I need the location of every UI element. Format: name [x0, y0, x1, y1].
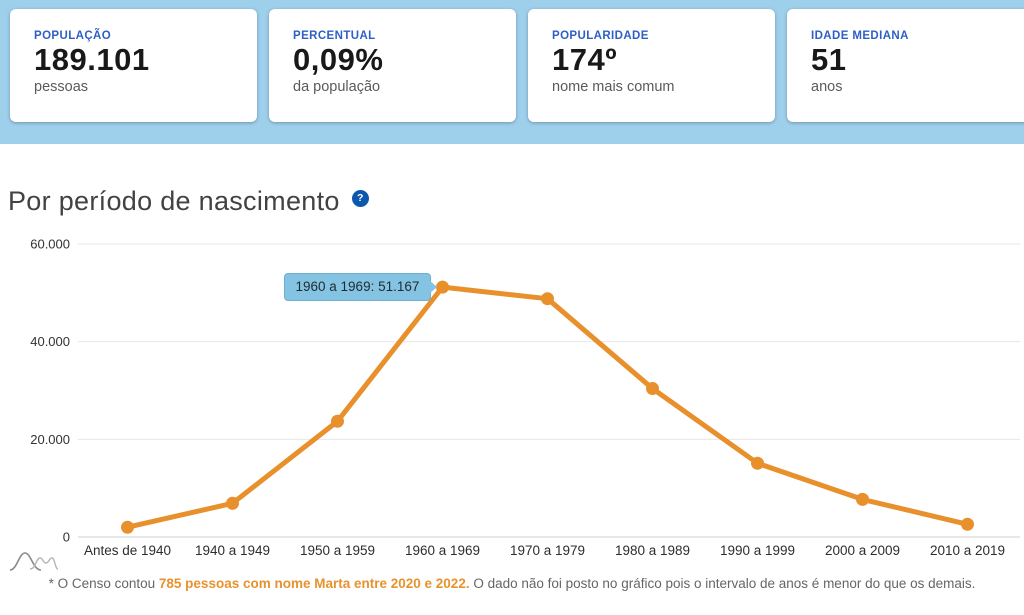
footnote-highlight: 785 pessoas com nome Marta entre 2020 e …	[158, 576, 470, 591]
data-point[interactable]	[436, 280, 449, 294]
x-tick-label: 1960 a 1969	[405, 543, 480, 558]
x-tick-label: 2010 a 2019	[930, 543, 1005, 558]
stat-sublabel: pessoas	[34, 78, 89, 95]
y-tick-label: 60.000	[30, 237, 70, 252]
y-tick-label: 20.000	[30, 432, 70, 447]
section-header: Por período de nascimento ?	[8, 186, 1024, 217]
data-point[interactable]	[856, 492, 869, 506]
census-footnote: * O Censo contou 785 pessoas com nome Ma…	[0, 576, 1024, 591]
birth-period-chart: 0 20.000 40.000 60.000 Antes de 1940 1940 a 1…	[0, 231, 1024, 567]
footnote-prefix: * O Censo contou	[48, 576, 159, 591]
series-line	[125, 284, 970, 530]
stat-value: 174º	[552, 42, 618, 77]
stat-value: 51	[811, 42, 847, 77]
data-point[interactable]	[331, 414, 344, 428]
x-tick-label: 1980 a 1989	[615, 543, 690, 558]
stat-sublabel: nome mais comum	[552, 78, 675, 95]
y-tick-label: 0	[63, 530, 70, 545]
stat-card-idade-mediana: IDADE MEDIANA 51 anos	[787, 9, 1024, 122]
data-point[interactable]	[751, 456, 764, 470]
stat-card-percentual: PERCENTUAL 0,09% da população	[269, 9, 516, 122]
page-title: Por período de nascimento	[8, 186, 340, 216]
x-tick-label: Antes de 1940	[84, 543, 171, 558]
stat-label: PERCENTUAL	[293, 30, 376, 42]
help-icon[interactable]: ?	[351, 190, 369, 207]
stat-sublabel: da população	[293, 78, 381, 95]
stat-sublabel: anos	[811, 78, 843, 95]
stats-band: POPULAÇÃO 189.101 pessoas PERCENTUAL 0,0…	[0, 0, 1024, 144]
stat-label: IDADE MEDIANA	[811, 30, 909, 42]
x-tick-label: 1950 a 1959	[300, 543, 375, 558]
data-point[interactable]	[121, 520, 134, 534]
stat-value: 0,09%	[293, 42, 384, 77]
chart-tooltip: 1960 a 1969: 51.167	[283, 273, 438, 302]
footnote-suffix: O dado não foi posto no gráfico pois o i…	[469, 576, 976, 591]
y-tick-label: 40.000	[30, 334, 70, 349]
data-point[interactable]	[541, 292, 554, 306]
data-point[interactable]	[961, 517, 974, 531]
stat-value: 189.101	[34, 42, 150, 77]
stat-label: POPULARIDADE	[552, 30, 649, 42]
chart-canvas[interactable]: 0 20.000 40.000 60.000 Antes de 1940 1940 a 1…	[0, 231, 1024, 567]
data-point[interactable]	[646, 382, 659, 396]
x-tick-label: 2000 a 2009	[825, 543, 900, 558]
stat-label: POPULAÇÃO	[34, 30, 112, 42]
stat-card-populacao: POPULAÇÃO 189.101 pessoas	[10, 9, 257, 122]
x-tick-label: 1990 a 1999	[720, 543, 795, 558]
stat-card-popularidade: POPULARIDADE 174º nome mais comum	[528, 9, 775, 122]
x-tick-label: 1970 a 1979	[510, 543, 585, 558]
data-point[interactable]	[226, 496, 239, 510]
distribution-curves-logo	[9, 552, 59, 571]
x-tick-label: 1940 a 1949	[195, 543, 270, 558]
